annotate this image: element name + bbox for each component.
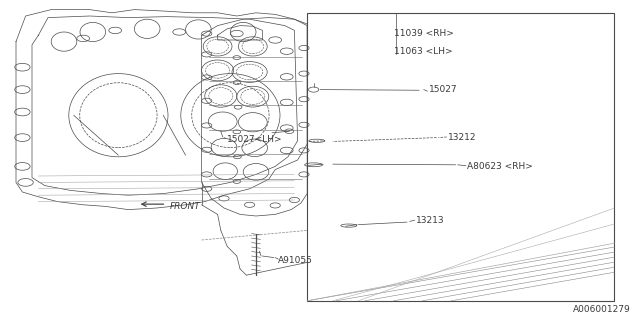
Text: FRONT: FRONT [170, 202, 200, 211]
Text: A80623 <RH>: A80623 <RH> [467, 162, 533, 171]
Text: 11039 <RH>: 11039 <RH> [394, 29, 454, 38]
Text: 13212: 13212 [448, 133, 477, 142]
Text: 15027: 15027 [429, 85, 458, 94]
Text: 11063 <LH>: 11063 <LH> [394, 47, 452, 56]
Text: A91055: A91055 [278, 256, 313, 265]
Text: 13213: 13213 [416, 216, 445, 225]
Text: 15027<LH>: 15027<LH> [227, 135, 283, 144]
Bar [307, 13, 614, 301]
Text: A006001279: A006001279 [573, 305, 630, 314]
